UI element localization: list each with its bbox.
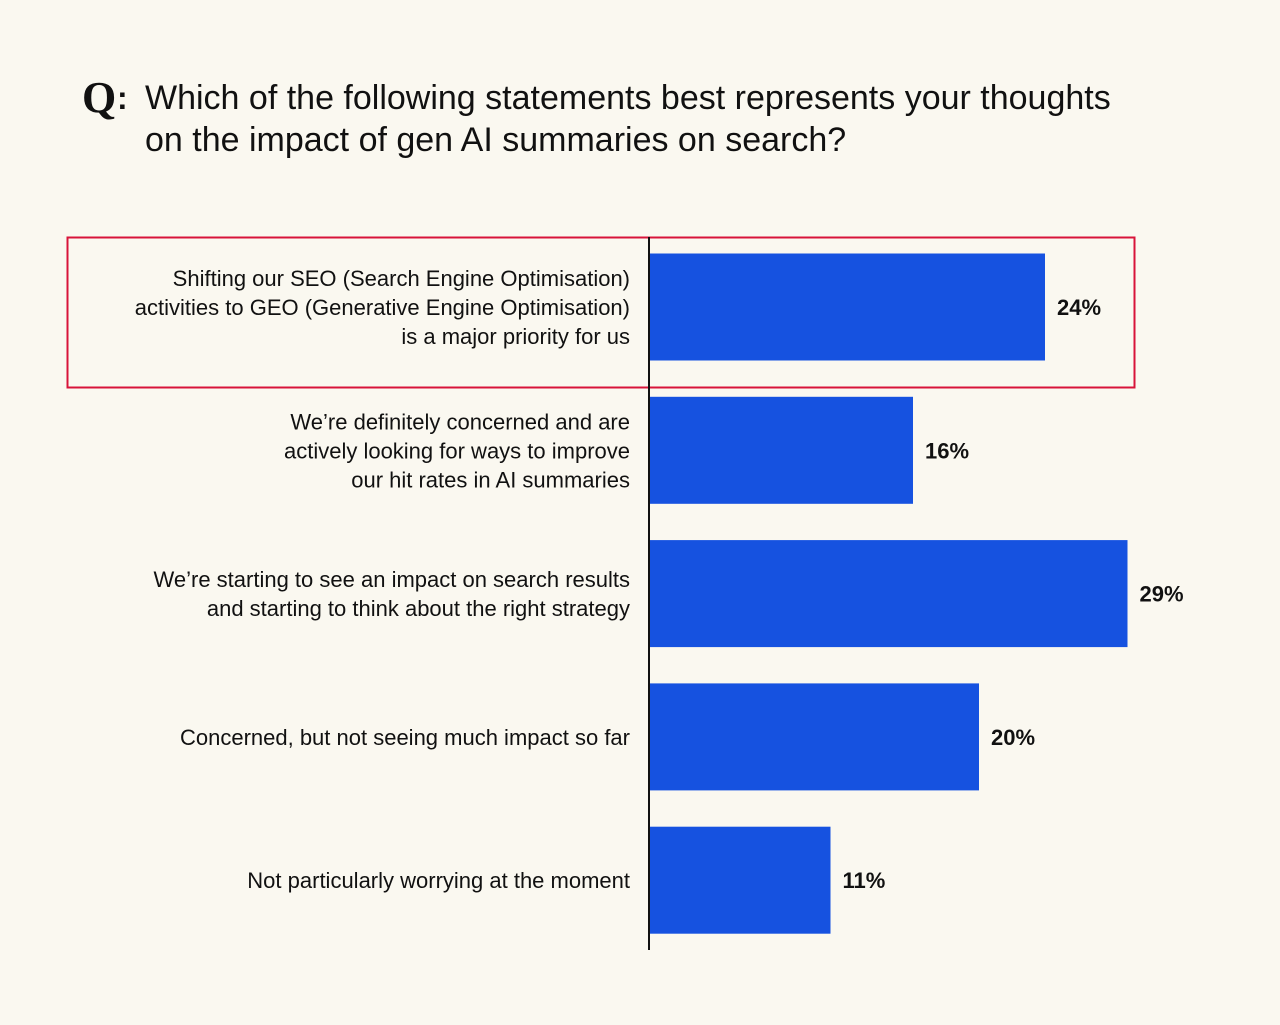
category-label-3: We’re starting to see an impact on searc… <box>154 567 630 621</box>
category-label-1-line-1: Shifting our SEO (Search Engine Optimisa… <box>173 266 630 291</box>
category-label-2: We’re definitely concerned and are active… <box>284 409 630 492</box>
category-label-1: Shifting our SEO (Search Engine Optimisa… <box>135 266 630 349</box>
category-label-1-line-2: activities to GEO (Generative Engine Opt… <box>135 295 630 320</box>
value-label-3: 29% <box>1140 582 1184 607</box>
category-label-5-line-1: Not particularly worrying at the moment <box>247 868 630 893</box>
bar-5 <box>649 826 831 934</box>
value-label-5: 11% <box>843 868 886 893</box>
category-label-2-line-3: our hit rates in AI summaries <box>351 467 630 492</box>
question-colon: : <box>117 80 128 116</box>
question-marker: Q <box>82 73 117 122</box>
category-label-3-line-2: and starting to think about the right st… <box>207 596 630 621</box>
bar-4 <box>649 683 979 791</box>
value-label-2: 16% <box>925 438 969 463</box>
category-label-4-line-1: Concerned, but not seeing much impact so… <box>180 725 630 750</box>
value-label-4: 20% <box>991 725 1035 750</box>
bar-1 <box>649 253 1045 361</box>
category-label-2-line-2: actively looking for ways to improve <box>284 438 630 463</box>
question-text: Which of the following statements best r… <box>145 79 1111 159</box>
bar-3 <box>649 540 1128 648</box>
category-label-2-line-1: We’re definitely concerned and are <box>290 409 630 434</box>
category-label-1-line-3: is a major priority for us <box>401 324 630 349</box>
highlight-box <box>66 236 1136 389</box>
category-label-3-line-1: We’re starting to see an impact on searc… <box>154 567 630 592</box>
value-label-1: 24% <box>1057 295 1101 320</box>
category-label-4: Concerned, but not seeing much impact so… <box>180 725 630 750</box>
bar-2 <box>649 396 913 504</box>
category-label-5: Not particularly worrying at the moment <box>247 868 630 893</box>
